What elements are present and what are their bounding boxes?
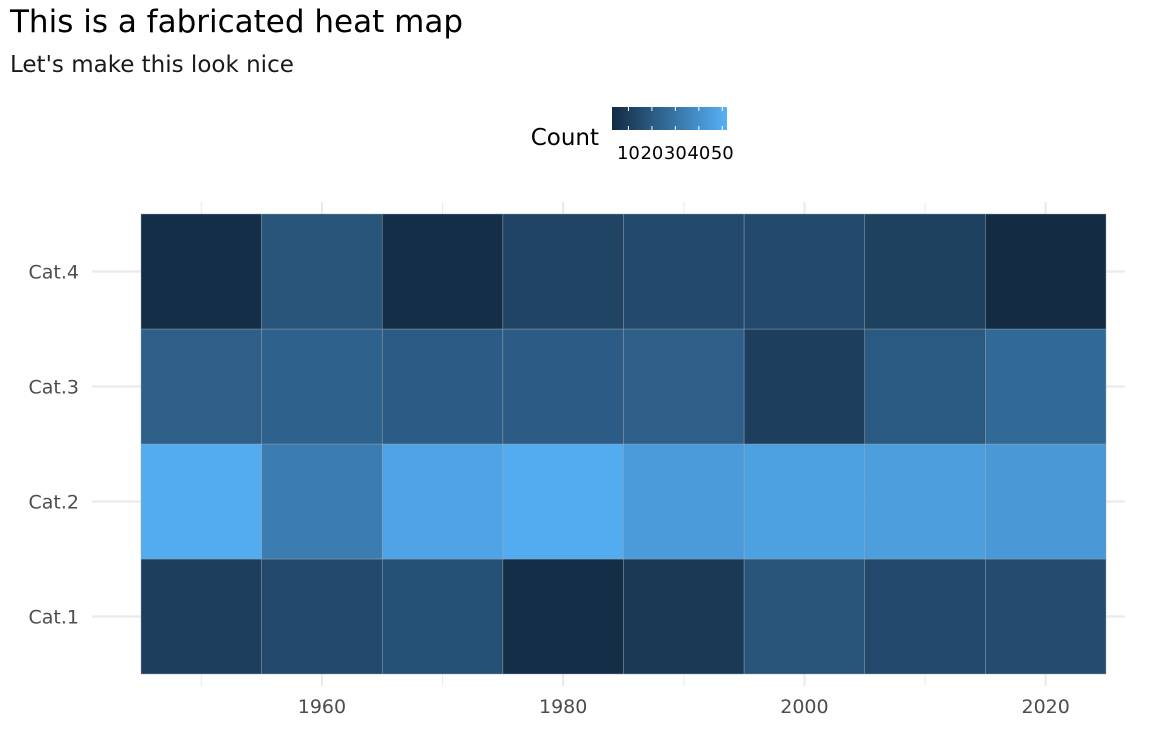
x-tick-label: 2020 (1022, 696, 1070, 718)
heatmap-cell (261, 443, 383, 560)
heatmap-cell (985, 558, 1107, 675)
heatmap-cell (381, 558, 504, 675)
heatmap-cell (381, 443, 504, 560)
x-tick-label: 1960 (298, 696, 346, 718)
heatmap-cell (743, 213, 866, 330)
heatmap-cell (502, 213, 624, 330)
heatmap-cell (623, 443, 745, 560)
heatmap-cell (261, 328, 383, 445)
heatmap-cell (985, 213, 1107, 330)
heatmap-cell (623, 328, 745, 445)
y-axis: Cat.1 Cat.2 Cat.3 Cat.4 (29, 262, 80, 629)
heatmap-cell (623, 558, 745, 675)
legend-tick-label: 40 (687, 143, 710, 164)
legend: Count 10 20 30 40 50 (531, 107, 734, 164)
heatmap-cell (140, 443, 262, 560)
y-tick-label: Cat.4 (29, 262, 80, 284)
legend-title: Count (531, 125, 599, 151)
x-axis: 1960 1980 2000 2020 (298, 696, 1070, 718)
x-tick-label: 1980 (539, 696, 587, 718)
heatmap-cell (140, 558, 262, 675)
heatmap-cell (743, 443, 866, 560)
heatmap-cell (743, 328, 866, 445)
y-tick-label: Cat.3 (29, 377, 80, 399)
legend-tick-label: 20 (640, 143, 663, 164)
legend-tick-label: 30 (664, 143, 687, 164)
chart-title: This is a fabricated heat map (10, 4, 464, 40)
heatmap-cell (381, 328, 504, 445)
legend-colorbar (612, 107, 727, 130)
heatmap-cell (864, 328, 986, 445)
heatmap-cell (261, 213, 383, 330)
heatmap-cell (864, 213, 986, 330)
legend-tick-label: 50 (711, 143, 734, 164)
heatmap-cell (743, 558, 866, 675)
chart-subtitle: Let's make this look nice (10, 52, 294, 78)
heatmap-cell (381, 213, 504, 330)
heatmap-tiles (140, 213, 1107, 675)
y-tick-label: Cat.2 (29, 492, 80, 514)
heatmap-cell (261, 558, 383, 675)
legend-tick-label: 10 (617, 143, 640, 164)
heatmap-cell (140, 328, 262, 445)
heatmap-cell (864, 443, 986, 560)
heatmap-cell (140, 213, 262, 330)
heatmap-cell (502, 443, 624, 560)
heatmap-cell (502, 328, 624, 445)
x-tick-label: 2000 (780, 696, 828, 718)
y-tick-label: Cat.1 (29, 607, 80, 629)
heatmap-cell (864, 558, 986, 675)
heatmap-cell (985, 328, 1107, 445)
heatmap-cell (502, 558, 624, 675)
heatmap-cell (623, 213, 745, 330)
heatmap-cell (985, 443, 1107, 560)
